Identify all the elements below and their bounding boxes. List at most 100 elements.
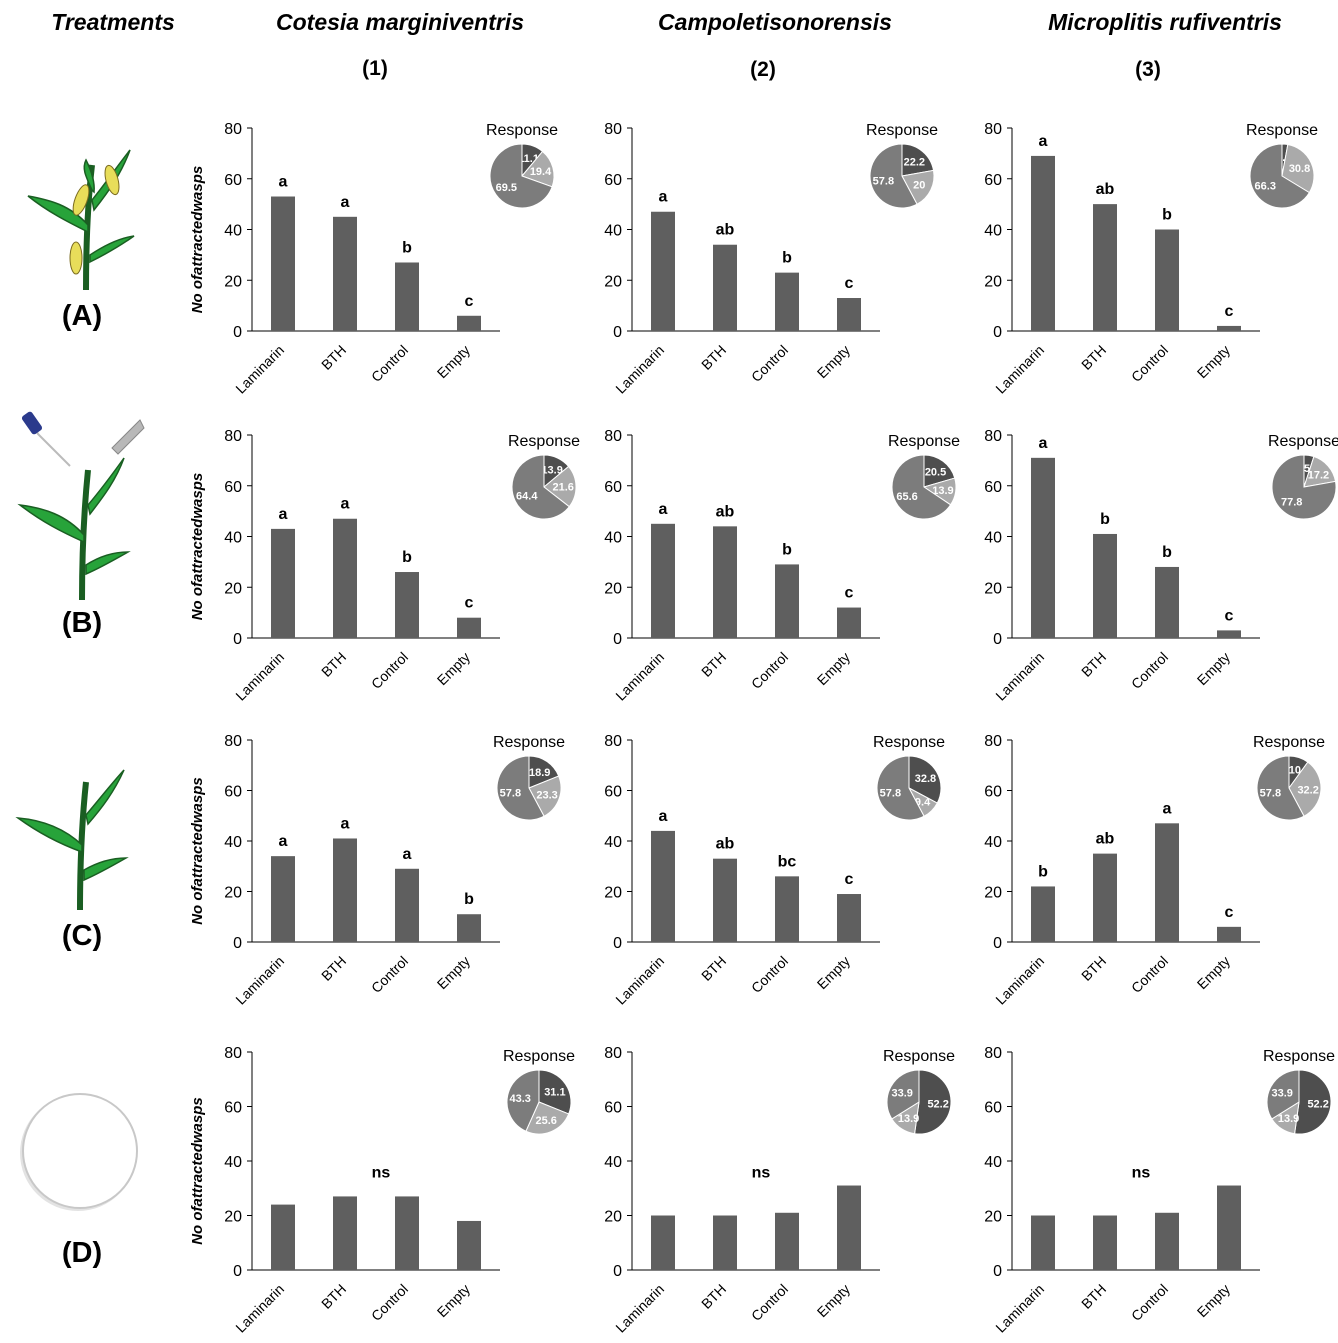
pie-slice [901,143,935,177]
bar [457,914,481,942]
pie-slice-label: 52.2 [927,1098,948,1110]
category-label: Control [748,649,791,692]
category-label: Empty [814,342,853,381]
y-axis-label: No ofattractedwasps [189,166,206,314]
significance-letter: a [279,506,288,523]
significance-letter: a [1039,435,1048,452]
significance-letter: a [341,194,350,211]
y-tick-label: 80 [604,121,622,138]
category-label: Control [748,953,791,996]
treatment-label-a: (A) [62,300,102,332]
pie-slice-label: 21.6 [552,482,573,494]
pie-slice [914,1069,952,1135]
bar [1155,229,1179,331]
y-tick-label: 20 [224,1209,242,1226]
category-label: BTH [698,1281,729,1312]
pie-slice [1249,143,1311,209]
y-axis-label: No ofattractedwasps [189,777,206,925]
bar [775,272,799,331]
y-tick-label: 0 [233,324,242,341]
pie-slice-label: 69.5 [496,182,517,194]
bar [775,564,799,638]
significance-letter: bc [778,853,797,870]
bar [1093,204,1117,331]
pie-slice-label: 31.1 [544,1086,565,1098]
pie-slice [521,150,555,188]
significance-letter: b [402,239,412,256]
category-label: Empty [814,649,853,688]
category-label: BTH [318,953,349,984]
bar [395,868,419,942]
column-number-1: (1) [362,57,388,80]
plant-icon [15,769,129,911]
pie-slice-label: 13.9 [898,1113,919,1125]
category-label: Laminarin [992,649,1047,704]
category-label: Control [368,342,411,385]
y-tick-label: 0 [613,631,622,648]
significance-letter: ab [1096,831,1115,848]
category-label: BTH [1078,953,1109,984]
bar [1217,325,1241,331]
category-label: BTH [318,1281,349,1312]
significance-letter: b [464,891,474,908]
y-tick-label: 80 [984,121,1002,138]
pie-slice-label: 9.4 [915,797,931,809]
bar [1031,155,1055,331]
category-label: Empty [1194,1281,1233,1320]
category-label: Empty [814,1281,853,1320]
bar [651,211,675,331]
significance-letter: b [782,541,792,558]
treatment-label-c: (C) [62,920,102,952]
y-tick-label: 20 [224,580,242,597]
y-tick-label: 20 [984,1209,1002,1226]
bar [713,244,737,331]
y-tick-label: 20 [224,885,242,902]
pie-slice-label: 25.6 [535,1115,556,1127]
category-label: Control [748,1281,791,1324]
pie-slice [496,755,545,821]
y-tick-label: 60 [224,172,242,189]
pie-slice-label: 19.4 [530,166,552,178]
bar [775,1212,799,1270]
y-tick-label: 40 [224,834,242,851]
bar [271,856,295,942]
pie-slice [908,755,942,804]
category-label: Laminarin [612,953,667,1008]
significance-letter: b [1162,544,1172,561]
y-tick-label: 40 [224,530,242,547]
category-label: Empty [434,953,473,992]
pie-slice-label: 10 [1289,765,1301,777]
significance-letter: a [341,815,350,832]
category-label: Laminarin [992,1281,1047,1336]
category-label: Laminarin [992,953,1047,1008]
bar [651,830,675,942]
pie-slice [1266,1069,1300,1120]
y-tick-label: 20 [604,885,622,902]
y-tick-label: 60 [224,784,242,801]
y-tick-label: 60 [604,1100,622,1117]
chart-panel: 0 20 40 60 80 a Laminarin ab BTH b Control c Empty Re… [984,121,1318,397]
chart-panel: 0 20 40 60 80 No ofattractedwasps a Laminarin a B… [189,121,558,397]
pie-title: Response [1268,433,1338,450]
significance-letter: a [279,833,288,850]
y-tick-label: 80 [604,733,622,750]
pie-slice-label: 57.8 [1260,788,1281,800]
y-tick-label: 60 [224,479,242,496]
pie-slice-label: 20 [913,179,925,191]
y-tick-label: 80 [224,733,242,750]
significance-letter: c [845,275,854,292]
species-title-3: Microplitis rufiventris [1048,9,1282,35]
category-label: Control [1128,342,1171,385]
chart-panel: 0 20 40 60 80 No ofattractedwasps a Laminarin a B… [189,733,565,1008]
category-label: Empty [434,649,473,688]
bar [1031,457,1055,638]
category-label: Laminarin [232,649,287,704]
y-tick-label: 0 [613,935,622,952]
y-tick-label: 60 [984,784,1002,801]
category-label: Empty [434,342,473,381]
treatment-label-b: (B) [62,607,102,639]
bar [271,528,295,638]
y-tick-label: 0 [613,1263,622,1280]
pie-title: Response [1263,1048,1335,1065]
